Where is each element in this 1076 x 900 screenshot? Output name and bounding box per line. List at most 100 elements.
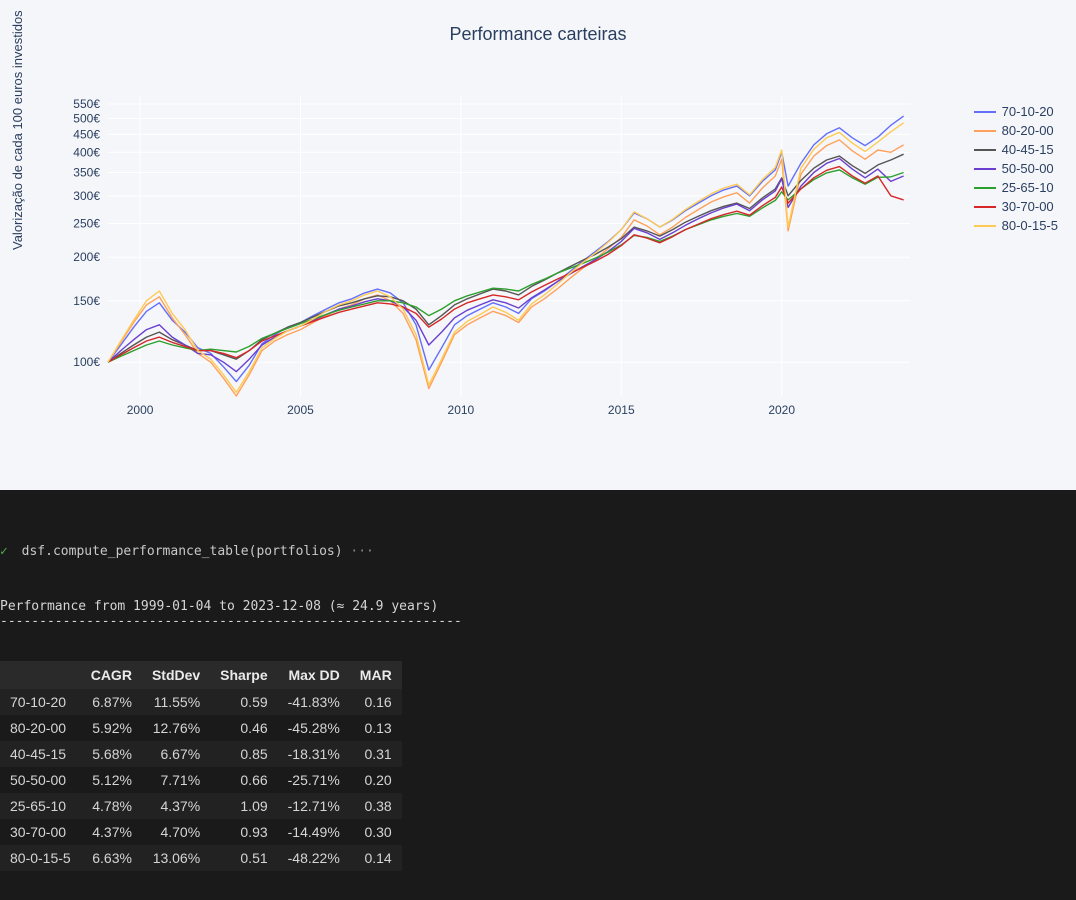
table-header: [0, 661, 81, 689]
legend-label: 80-20-00: [1002, 123, 1054, 138]
table-cell: 0.46: [210, 715, 277, 741]
table-cell: 5.12%: [81, 767, 142, 793]
svg-text:450€: 450€: [73, 127, 100, 141]
svg-text:250€: 250€: [73, 216, 100, 230]
table-cell: 5.92%: [81, 715, 142, 741]
table-cell: 0.66: [210, 767, 277, 793]
table-cell: 0.38: [350, 793, 402, 819]
table-cell: 25-65-10: [0, 793, 81, 819]
table-row: 50-50-005.12%7.71%0.66-25.71%0.20: [0, 767, 402, 793]
table-cell: 0.13: [350, 715, 402, 741]
table-cell: -45.28%: [278, 715, 350, 741]
svg-text:300€: 300€: [73, 189, 100, 203]
svg-text:350€: 350€: [73, 165, 100, 179]
legend-label: 30-70-00: [1002, 199, 1054, 214]
table-cell: 5.68%: [81, 741, 142, 767]
table-row: 30-70-004.37%4.70%0.93-14.49%0.30: [0, 819, 402, 845]
chart-svg[interactable]: 100€ 150€ 200€ 250€ 300€ 350€ 400€ 450€ 500€550€…: [50, 72, 920, 432]
command-line: ✓ dsf.compute_performance_table(portfoli…: [0, 490, 1076, 567]
output-header: Performance from 1999-01-04 to 2023-12-0…: [0, 599, 1076, 614]
table-header: MAR: [350, 661, 402, 689]
terminal-output: ✓ dsf.compute_performance_table(portfoli…: [0, 490, 1076, 871]
legend-label: 50-50-00: [1002, 161, 1054, 176]
table-cell: 30-70-00: [0, 819, 81, 845]
chart-legend: 70-10-20 80-20-00 40-45-15 50-50-00 25-65-10…: [974, 104, 1058, 237]
legend-item[interactable]: 25-65-10: [974, 180, 1058, 195]
legend-swatch-icon: [974, 206, 996, 208]
table-cell: 40-45-15: [0, 741, 81, 767]
table-cell: 7.71%: [142, 767, 210, 793]
table-cell: 0.31: [350, 741, 402, 767]
legend-item[interactable]: 80-0-15-5: [974, 218, 1058, 233]
table-cell: -41.83%: [278, 689, 350, 715]
table-cell: 0.14: [350, 845, 402, 871]
table-row: 40-45-155.68%6.67%0.85-18.31%0.31: [0, 741, 402, 767]
legend-item[interactable]: 80-20-00: [974, 123, 1058, 138]
table-cell: 4.37%: [81, 819, 142, 845]
svg-text:2005: 2005: [287, 403, 314, 417]
legend-swatch-icon: [974, 111, 996, 113]
table-cell: 0.93: [210, 819, 277, 845]
table-cell: 4.78%: [81, 793, 142, 819]
table-cell: 50-50-00: [0, 767, 81, 793]
table-cell: 0.20: [350, 767, 402, 793]
table-header: StdDev: [142, 661, 210, 689]
legend-item[interactable]: 50-50-00: [974, 161, 1058, 176]
legend-swatch-icon: [974, 225, 996, 227]
table-row: 25-65-104.78%4.37%1.09-12.71%0.38: [0, 793, 402, 819]
table-cell: 0.85: [210, 741, 277, 767]
legend-label: 25-65-10: [1002, 180, 1054, 195]
table-header: CAGR: [81, 661, 142, 689]
svg-text:400€: 400€: [73, 145, 100, 159]
table-cell: -14.49%: [278, 819, 350, 845]
table-cell: 12.76%: [142, 715, 210, 741]
svg-text:100€: 100€: [73, 355, 100, 369]
legend-swatch-icon: [974, 130, 996, 132]
svg-text:150€: 150€: [73, 294, 100, 308]
table-cell: 0.30: [350, 819, 402, 845]
table-row: 70-10-206.87%11.55%0.59-41.83%0.16: [0, 689, 402, 715]
table-cell: 0.59: [210, 689, 277, 715]
svg-text:2015: 2015: [608, 403, 635, 417]
table-cell: -25.71%: [278, 767, 350, 793]
svg-text:2000: 2000: [127, 403, 154, 417]
table-cell: 80-0-15-5: [0, 845, 81, 871]
table-cell: 80-20-00: [0, 715, 81, 741]
table-row: 80-0-15-56.63%13.06%0.51-48.22%0.14: [0, 845, 402, 871]
svg-text:200€: 200€: [73, 250, 100, 264]
y-axis-label: Valorização de cada 100 euros investidos: [10, 10, 25, 250]
legend-item[interactable]: 70-10-20: [974, 104, 1058, 119]
svg-text:500€: 500€: [73, 111, 100, 125]
legend-item[interactable]: 30-70-00: [974, 199, 1058, 214]
legend-label: 70-10-20: [1002, 104, 1054, 119]
legend-label: 80-0-15-5: [1002, 218, 1058, 233]
chart-panel: Performance carteiras Valorização de cad…: [0, 0, 1076, 490]
table-cell: 13.06%: [142, 845, 210, 871]
table-cell: 4.37%: [142, 793, 210, 819]
chart-title: Performance carteiras: [0, 0, 1076, 45]
table-row: 80-20-005.92%12.76%0.46-45.28%0.13: [0, 715, 402, 741]
table-cell: 6.87%: [81, 689, 142, 715]
table-header: Sharpe: [210, 661, 277, 689]
legend-swatch-icon: [974, 187, 996, 189]
command-text: dsf.compute_performance_table(portfolios…: [22, 544, 343, 559]
table-cell: 0.16: [350, 689, 402, 715]
table-cell: 4.70%: [142, 819, 210, 845]
legend-swatch-icon: [974, 168, 996, 170]
legend-item[interactable]: 40-45-15: [974, 142, 1058, 157]
table-cell: 1.09: [210, 793, 277, 819]
output-divider: ----------------------------------------…: [0, 614, 1076, 629]
table-cell: 6.67%: [142, 741, 210, 767]
chart-plot-area[interactable]: 100€ 150€ 200€ 250€ 300€ 350€ 400€ 450€ 500€550€…: [50, 72, 920, 432]
performance-table: CAGRStdDevSharpeMax DDMAR70-10-206.87%11…: [0, 661, 402, 871]
ellipsis-icon: ···: [350, 544, 373, 559]
legend-label: 40-45-15: [1002, 142, 1054, 157]
table-cell: 6.63%: [81, 845, 142, 871]
table-header: Max DD: [278, 661, 350, 689]
svg-text:2020: 2020: [768, 403, 795, 417]
table-cell: 0.51: [210, 845, 277, 871]
table-cell: 70-10-20: [0, 689, 81, 715]
svg-text:2010: 2010: [448, 403, 475, 417]
table-cell: -18.31%: [278, 741, 350, 767]
svg-text:550€: 550€: [73, 97, 100, 111]
